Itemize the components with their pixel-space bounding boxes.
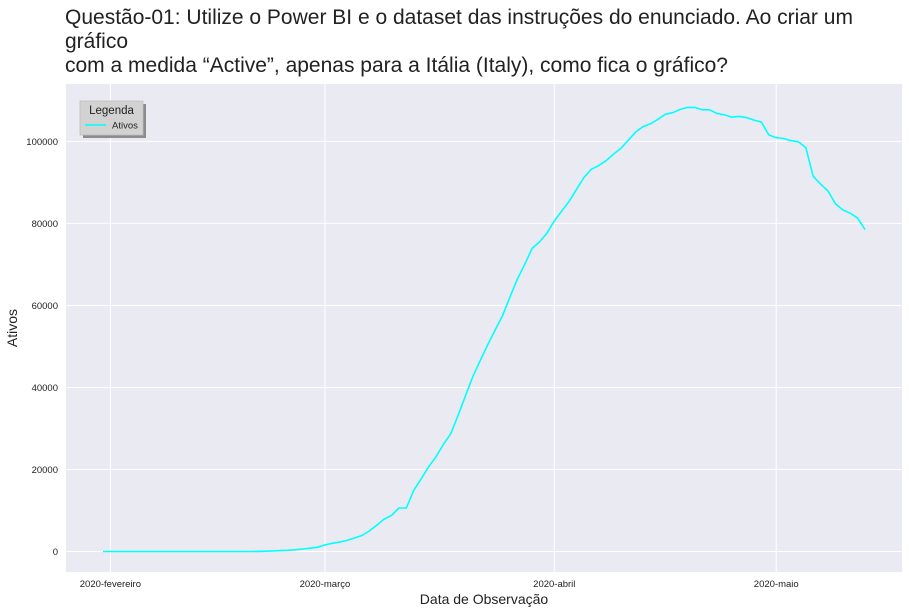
y-tick-label: 60000 [32,301,58,312]
x-axis-label: Data de Observação [420,591,549,607]
x-tick-label: 2020-abril [533,579,575,590]
y-axis-label: Ativos [4,309,20,347]
plot-area [66,84,902,572]
y-tick-label: 20000 [32,465,58,476]
y-tick-label: 40000 [32,383,58,394]
y-tick-labels: 0 20000 40000 60000 80000 100000 [26,137,58,558]
y-tick-label: 0 [53,547,58,558]
series-line [103,106,866,553]
x-tick-label: 2020-março [300,579,351,590]
x-tick-labels: 2020-fevereiro 2020-março 2020-abril 2020-m… [80,579,799,590]
series-group [103,106,866,553]
x-tick-label: 2020-maio [754,579,799,590]
y-tick-label: 80000 [32,219,58,230]
grid-lines [66,84,902,572]
legend: Legenda Ativos [79,100,146,138]
legend-title: Legenda [89,105,134,117]
chart-title: Questão-01: Utilize o Power BI e o datas… [65,6,853,77]
legend-box [79,100,144,136]
y-tick-label: 100000 [26,137,58,148]
x-tick-label: 2020-fevereiro [80,579,141,590]
legend-label: Ativos [112,121,138,132]
